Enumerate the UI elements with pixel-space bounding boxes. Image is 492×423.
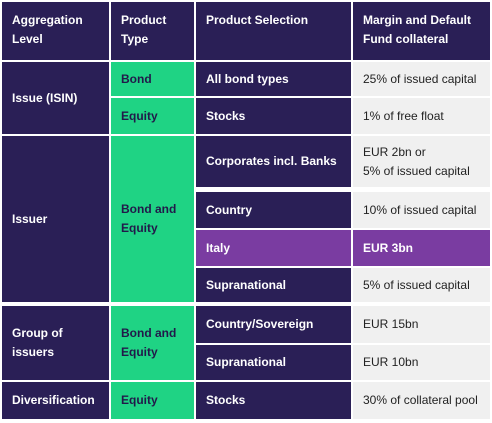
aggregation-diversification: Diversification <box>2 382 109 419</box>
selection-stocks: Stocks <box>196 98 351 134</box>
product-type-diversification-equity: Equity <box>111 382 194 419</box>
product-type-bond-and-equity: Bond and Equity <box>111 136 194 302</box>
selection-group-supranational: Supranational <box>196 345 351 380</box>
header-collateral: Margin and Default Fund collateral <box>353 2 490 60</box>
header-product-type: Product Type <box>111 2 194 60</box>
selection-corporates-incl-banks: Corporates incl. Banks <box>196 136 351 187</box>
limit-supranational: 5% of issued capital <box>353 268 490 302</box>
limit-corporates-incl-banks: EUR 2bn or 5% of issued capital <box>353 136 490 187</box>
selection-all-bond-types: All bond types <box>196 62 351 96</box>
separator-double-line <box>2 304 490 305</box>
limit-all-bond-types: 25% of issued capital <box>353 62 490 96</box>
product-type-equity: Equity <box>111 98 194 134</box>
limit-group-supranational: EUR 10bn <box>353 345 490 380</box>
aggregation-group-of-issuers: Group of issuers <box>2 306 109 380</box>
product-type-bond: Bond <box>111 62 194 96</box>
limit-country: 10% of issued capital <box>353 192 490 228</box>
limit-country-sovereign: EUR 15bn <box>353 306 490 343</box>
limit-collateral-pool: 30% of collateral pool <box>353 382 490 419</box>
selection-supranational: Supranational <box>196 268 351 302</box>
selection-country-sovereign: Country/Sovereign <box>196 306 351 343</box>
limit-italy: EUR 3bn <box>353 230 490 266</box>
selection-country: Country <box>196 192 351 228</box>
limit-stocks-free-float: 1% of free float <box>353 98 490 134</box>
header-product-selection: Product Selection <box>196 2 351 60</box>
aggregation-issue: Issue (ISIN) <box>2 62 109 134</box>
separator-double-line <box>196 189 490 190</box>
product-type-group-bond-and-equity: Bond and Equity <box>111 306 194 380</box>
aggregation-issuer: Issuer <box>2 136 109 302</box>
selection-diversification-stocks: Stocks <box>196 382 351 419</box>
selection-italy: Italy <box>196 230 351 266</box>
header-aggregation-level: Aggregation Level <box>2 2 109 60</box>
